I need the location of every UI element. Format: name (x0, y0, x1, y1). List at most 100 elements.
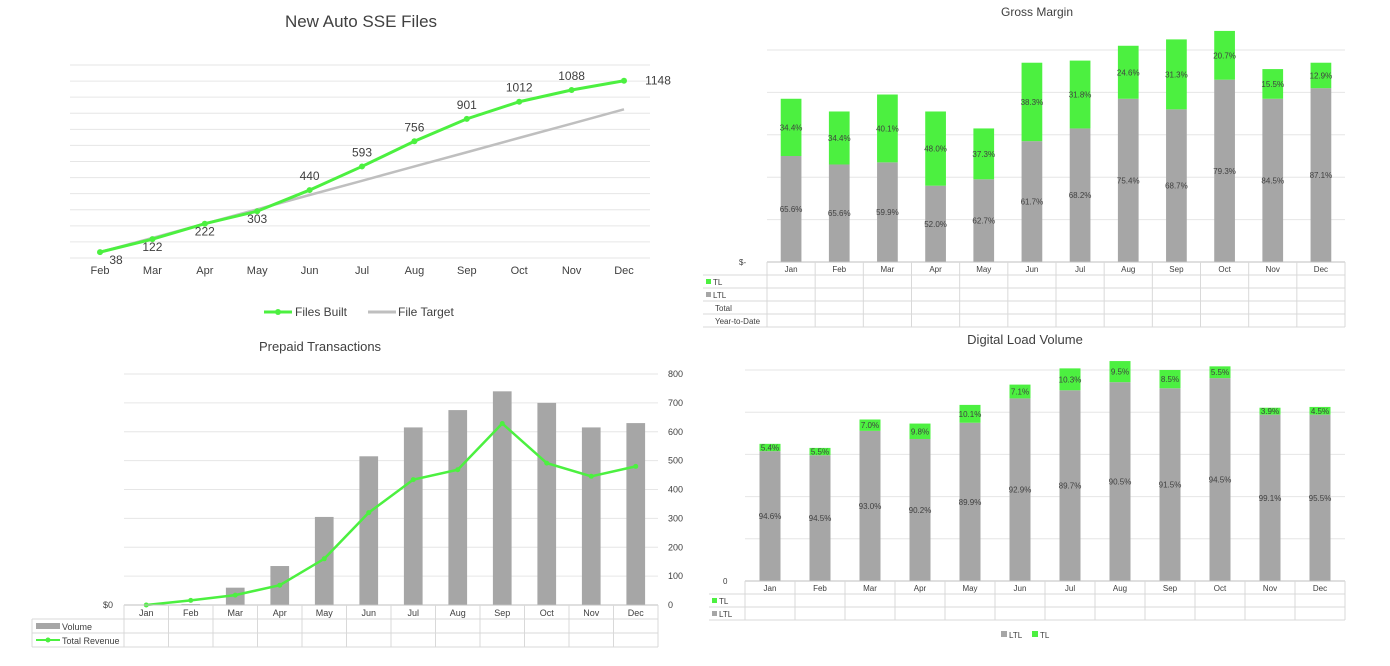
data-point (411, 138, 418, 145)
bar-tl (1259, 407, 1281, 415)
table-row-label: LTL (719, 610, 733, 619)
data-point (463, 115, 470, 122)
data-label-ltl: 79.3% (1213, 167, 1236, 176)
x-tick-label: Oct (540, 608, 555, 618)
data-label: 1148 (645, 74, 671, 88)
x-tick-label: Mar (228, 608, 244, 618)
data-label-tl: 9.8% (911, 427, 929, 436)
x-tick-label: Feb (813, 584, 827, 593)
data-label-tl: 10.3% (1059, 375, 1082, 384)
bar-tl (1209, 366, 1231, 379)
files-chart-panel: New Auto SSE Files 38 122 222 303 440 593 756 9… (0, 0, 695, 330)
x-tick-label: Nov (1266, 265, 1280, 274)
bar-ltl (1069, 128, 1091, 262)
data-label: 756 (404, 120, 424, 134)
x-tick-label: Jan (139, 608, 154, 618)
x-tick-label: Dec (628, 608, 645, 618)
bar-volume (403, 427, 423, 605)
data-label-tl: 34.4% (780, 123, 803, 132)
bar-tl (1109, 361, 1131, 383)
data-label-ltl: 99.1% (1259, 494, 1282, 503)
data-label-tl: 34.4% (828, 134, 851, 143)
digital-load-panel: Digital Load Volume 94.6% 5.4% 94.5% 5.5% 93… (695, 330, 1390, 666)
data-point (516, 98, 523, 105)
data-label-tl: 12.9% (1310, 71, 1333, 80)
x-tick-label: May (316, 608, 334, 618)
data-label: 122 (142, 240, 162, 254)
data-point (455, 467, 461, 473)
bar-tl (859, 419, 881, 431)
bar-ltl (1159, 388, 1181, 581)
data-point (277, 582, 283, 588)
x-tick-label: Jul (1065, 584, 1075, 593)
bar-ltl (1166, 109, 1187, 262)
bar-ltl (909, 438, 931, 581)
bar-tl (1309, 406, 1331, 415)
data-label-tl: 9.5% (1111, 368, 1129, 377)
x-tick-label: Jun (1014, 584, 1027, 593)
data-label-ltl: 94.6% (759, 512, 782, 521)
data-point (366, 510, 372, 516)
data-point (633, 463, 639, 469)
bar-ltl (1059, 390, 1081, 581)
x-tick-label: Mar (881, 265, 895, 274)
right-y-tick-label: 300 (668, 513, 683, 523)
legend-ltl: LTL (1009, 631, 1023, 640)
data-point (254, 208, 261, 215)
data-label-ltl: 61.7% (1021, 198, 1044, 207)
bar-ltl (1310, 88, 1332, 262)
gross-margin-panel: Gross Margin 65.6% 34.4% 65.6% 34.4% 59.9% 40… (695, 0, 1390, 330)
right-y-tick-label: 0 (668, 600, 673, 610)
data-label-ltl: 62.7% (972, 217, 995, 226)
x-tick-label: Nov (1263, 584, 1277, 593)
x-tick-label: Aug (1113, 584, 1127, 593)
bar-tl (1069, 60, 1091, 129)
data-label-tl: 3.9% (1261, 407, 1279, 416)
data-label-tl: 37.3% (972, 150, 995, 159)
x-tick-label: Apr (929, 265, 942, 274)
data-label-ltl: 89.7% (1059, 482, 1082, 491)
data-label-ltl: 68.2% (1069, 191, 1092, 200)
data-label-ltl: 94.5% (1209, 476, 1232, 485)
bar-tl (1159, 370, 1181, 389)
data-label: 1012 (506, 81, 533, 95)
x-tick-label: Sep (457, 265, 477, 277)
table-legend-key (712, 598, 717, 603)
data-point (588, 473, 594, 479)
right-y-tick-label: 800 (668, 369, 683, 379)
data-label-tl: 31.8% (1069, 91, 1092, 100)
x-tick-label: Jan (785, 265, 798, 274)
x-tick-label: Apr (914, 584, 927, 593)
data-point (306, 187, 313, 194)
data-point (149, 236, 156, 243)
data-label-tl: 8.5% (1161, 375, 1179, 384)
table-row-label: Total Revenue (62, 636, 120, 646)
bar-tl (1166, 39, 1187, 110)
table-legend-key (36, 623, 60, 629)
y-tick-label: 0 (723, 577, 728, 586)
bar-ltl (1109, 382, 1131, 581)
data-label-ltl: 84.5% (1261, 176, 1284, 185)
bar-ltl (809, 455, 831, 581)
data-label-ltl: 94.5% (809, 514, 832, 523)
data-label: 38 (109, 253, 123, 267)
x-tick-label: May (976, 265, 991, 274)
x-tick-label: Oct (1218, 265, 1231, 274)
bar-ltl (859, 430, 881, 581)
x-tick-label: Jun (301, 265, 319, 277)
bar-volume (581, 427, 601, 605)
bar-volume (492, 391, 512, 605)
data-label-ltl: 65.6% (780, 205, 803, 214)
x-tick-label: Nov (583, 608, 600, 618)
data-label-ltl: 75.4% (1117, 176, 1140, 185)
table-legend-key (706, 292, 711, 297)
chart-title: Gross Margin (1001, 5, 1073, 19)
data-label-ltl: 87.1% (1310, 171, 1333, 180)
data-label: 1088 (558, 69, 585, 83)
legend-tl: TL (1040, 631, 1050, 640)
data-point (359, 163, 365, 170)
bar-ltl (925, 185, 946, 262)
data-label-ltl: 52.0% (924, 220, 947, 229)
prepaid-panel: Prepaid Transactions 0 100 200 300 400 500 600… (0, 330, 695, 666)
data-label-ltl: 93.0% (859, 502, 882, 511)
